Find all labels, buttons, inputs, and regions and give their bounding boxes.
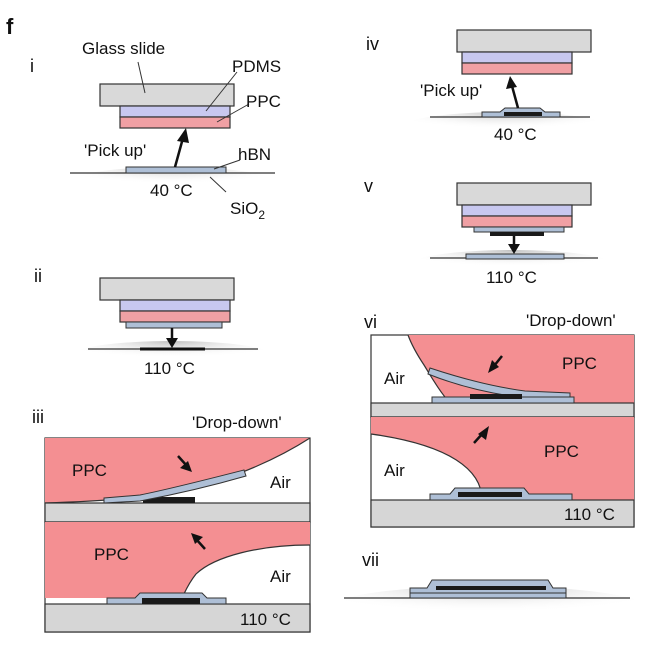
ppc-label-top: PPC (72, 461, 107, 480)
leader-line (205, 71, 238, 112)
step-numeral: ii (34, 266, 42, 286)
leader-line (213, 159, 241, 170)
action-label: 'Drop-down' (192, 413, 282, 432)
arrow-head (180, 461, 192, 472)
pdms-layer (119, 299, 231, 312)
temperature-label: 110 °C (486, 268, 537, 287)
graphite-flake (143, 497, 195, 503)
step-ii: ii 110 °C (34, 266, 272, 378)
substrate (370, 402, 635, 418)
ground-shadow (405, 112, 605, 140)
step-vi: vi 'Drop-down' Air PPC Air PPC 110 °C (364, 311, 635, 528)
substrate (44, 502, 311, 523)
air-label-bottom: Air (384, 461, 405, 480)
arrow-head (177, 128, 189, 143)
hbn-flake (473, 226, 565, 233)
arrow-head (166, 338, 178, 348)
pick-up-arrow (173, 137, 185, 168)
glass-slide (456, 29, 592, 53)
step-numeral: vii (362, 550, 379, 570)
step-numeral: i (30, 56, 34, 76)
hbn-target (465, 253, 565, 260)
ppc-label: PPC (246, 92, 281, 111)
glass-slide (99, 277, 235, 301)
pdms-label: PDMS (232, 57, 281, 76)
ppc-edge (407, 334, 451, 404)
temperature-label: 110 °C (564, 505, 615, 524)
ppc-label-top: PPC (562, 354, 597, 373)
arrow-head (506, 76, 517, 89)
ppc-label-bottom: PPC (94, 545, 129, 564)
ground-shadow (328, 586, 647, 630)
step-i: i Glass slide PDMS PPC 'Pick up' hBN 40 … (30, 39, 281, 222)
step-vii: vii (328, 550, 647, 630)
arrow-head (508, 244, 520, 254)
hbn-flake (125, 321, 223, 329)
ground-shadow (72, 341, 272, 369)
action-label: 'Pick up' (420, 81, 482, 100)
ppc-region (45, 522, 310, 598)
air-label-bottom: Air (270, 567, 291, 586)
air-label-top: Air (384, 369, 405, 388)
graphite-flake (142, 598, 200, 604)
action-label: 'Pick up' (84, 141, 146, 160)
ppc-layer (461, 62, 573, 75)
sio2-subscript: 2 (258, 208, 265, 222)
ppc-layer (119, 310, 231, 323)
ppc-region (371, 417, 634, 500)
arrow-head (488, 360, 499, 373)
leader-line (137, 61, 146, 94)
arrow-head (478, 426, 489, 440)
graphite-flake (490, 232, 544, 236)
graphite-flake (436, 586, 546, 590)
temperature-label: 110 °C (144, 359, 195, 378)
temperature-label: 40 °C (150, 181, 193, 200)
step-iii: iii 'Drop-down' PPC Air PPC Air 110 °C (32, 407, 311, 633)
pdms-layer (461, 204, 573, 217)
step-v: v 110 °C (364, 176, 612, 287)
leader-line (209, 176, 227, 193)
hbn-flake (125, 166, 227, 174)
graphite-flake (504, 112, 542, 116)
step-numeral: v (364, 176, 373, 196)
substrate (370, 499, 635, 528)
glass-slide (99, 83, 235, 107)
hbn-flake-peeling (103, 469, 247, 504)
sio2-label: SiO2 (230, 199, 265, 222)
hbn-label: hBN (238, 145, 271, 164)
pdms-layer (119, 105, 231, 118)
temperature-label: 40 °C (494, 125, 537, 144)
ppc-label-bottom: PPC (544, 442, 579, 461)
leader-line (216, 103, 250, 123)
air-label-top: Air (270, 473, 291, 492)
ppc-layer (119, 116, 231, 129)
hbn-bottom-stack (431, 396, 575, 404)
step-numeral: iii (32, 407, 44, 427)
arrow-head (191, 533, 203, 544)
panel-letter: f (6, 14, 14, 39)
glass-slide (456, 182, 592, 206)
graphite-flake (470, 394, 522, 399)
step-numeral: iv (366, 34, 379, 54)
action-label: 'Drop-down' (526, 311, 616, 330)
step-numeral: vi (364, 312, 377, 332)
temperature-label: 110 °C (240, 610, 291, 629)
pick-up-arrow (510, 85, 520, 109)
ppc-edge (181, 544, 311, 599)
ppc-layer (461, 215, 573, 228)
ppc-region (45, 438, 310, 503)
glass-slide-label: Glass slide (82, 39, 165, 58)
step-iv: iv 'Pick up' 40 °C (366, 29, 605, 144)
pdms-layer (461, 51, 573, 64)
graphite-flake (458, 492, 522, 497)
